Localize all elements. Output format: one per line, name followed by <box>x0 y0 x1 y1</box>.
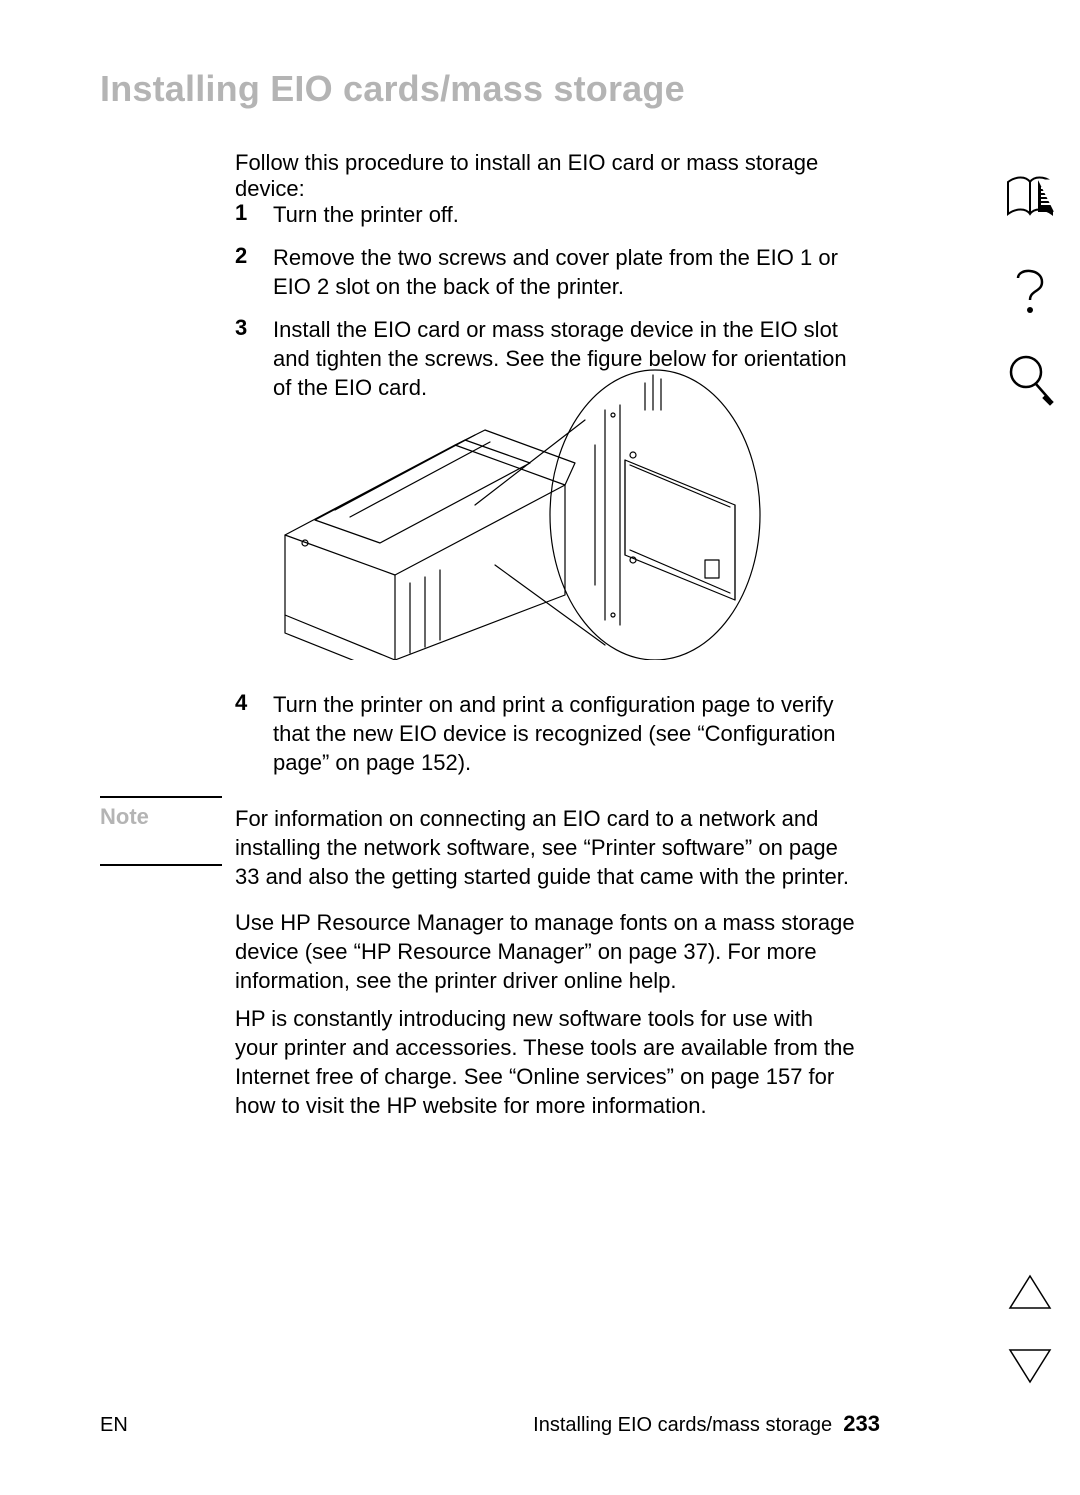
page-title: Installing EIO cards/mass storage <box>100 68 685 110</box>
note-rule-bottom <box>100 864 222 866</box>
page-up-icon[interactable] <box>1006 1272 1054 1317</box>
paragraph: HP is constantly introducing new softwar… <box>235 1004 860 1120</box>
page-footer: EN Installing EIO cards/mass storage 233 <box>100 1411 880 1437</box>
question-icon[interactable] <box>1002 260 1058 316</box>
step-text: Turn the printer off. <box>273 200 459 229</box>
list-item: 1 Turn the printer off. <box>235 200 855 229</box>
search-icon[interactable] <box>1002 350 1058 406</box>
step-number: 4 <box>235 690 273 777</box>
list-item: 2 Remove the two screws and cover plate … <box>235 243 855 301</box>
printer-figure <box>255 365 765 660</box>
step-number: 2 <box>235 243 273 301</box>
footer-lang: EN <box>100 1414 128 1437</box>
step-number: 1 <box>235 200 273 229</box>
step-text: Turn the printer on and print a configur… <box>273 690 855 777</box>
sidebar-icons <box>1002 170 1058 406</box>
page: Installing EIO cards/mass storage Follow… <box>0 0 1080 1495</box>
footer-page-number: 233 <box>843 1411 880 1436</box>
book-icon[interactable] <box>1002 170 1058 226</box>
step-text: Remove the two screws and cover plate fr… <box>273 243 855 301</box>
footer-section: Installing EIO cards/mass storage <box>533 1414 832 1436</box>
note-text: For information on connecting an EIO car… <box>235 804 860 891</box>
note-rule-top <box>100 796 222 798</box>
page-down-icon[interactable] <box>1006 1346 1054 1391</box>
paragraph: Use HP Resource Manager to manage fonts … <box>235 908 855 995</box>
footer-right: Installing EIO cards/mass storage 233 <box>533 1411 880 1437</box>
list-item: 4 Turn the printer on and print a config… <box>235 690 855 777</box>
note-label: Note <box>100 804 149 830</box>
